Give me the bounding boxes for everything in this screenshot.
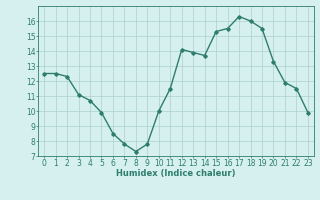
- X-axis label: Humidex (Indice chaleur): Humidex (Indice chaleur): [116, 169, 236, 178]
